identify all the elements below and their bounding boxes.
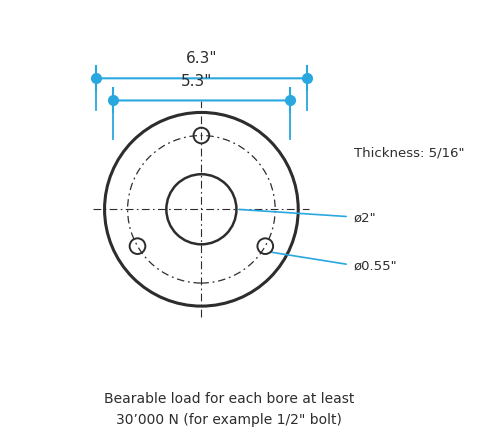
Text: 30’000 N (for example 1/2" bolt): 30’000 N (for example 1/2" bolt): [116, 412, 342, 426]
Text: ø2": ø2": [354, 211, 376, 224]
Text: 6.3": 6.3": [186, 51, 217, 66]
Text: Bearable load for each bore at least: Bearable load for each bore at least: [104, 391, 354, 405]
Text: 5.3": 5.3": [181, 74, 213, 89]
Text: ø0.55": ø0.55": [354, 258, 397, 271]
Text: Thickness: 5/16": Thickness: 5/16": [354, 146, 464, 159]
